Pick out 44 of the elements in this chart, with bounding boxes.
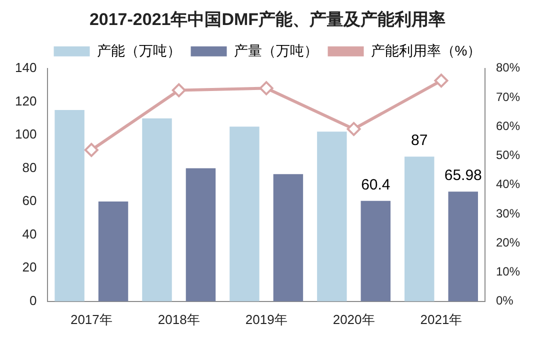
- bar: [230, 126, 260, 302]
- legend-label: 产量（万吨）: [234, 42, 318, 58]
- bar: [404, 156, 434, 302]
- legend-label: 产能（万吨）: [96, 42, 181, 58]
- y2-tick-label: 40%: [496, 177, 520, 192]
- bar: [186, 168, 216, 302]
- y2-tick-label: 60%: [496, 118, 520, 133]
- data-label: 65.98: [444, 167, 482, 184]
- bar: [273, 174, 304, 302]
- x-tick-label: 2021年: [420, 312, 462, 327]
- y2-tick-label: 0%: [496, 294, 514, 308]
- bar: [98, 202, 128, 302]
- point: [172, 83, 186, 98]
- y-tick-label: 20: [22, 260, 37, 275]
- y-tick-label: 60: [22, 193, 37, 208]
- y2-tick-label: 70%: [496, 90, 520, 104]
- x-tick-label: 2019年: [245, 312, 288, 327]
- x-tick-label: 2017年: [70, 312, 112, 327]
- bar: [142, 118, 172, 302]
- y-tick-label: 40: [22, 226, 37, 242]
- point: [84, 142, 98, 157]
- point: [259, 81, 274, 96]
- y2-tick-label: 50%: [496, 148, 520, 162]
- y2-tick-label: 80%: [496, 60, 520, 75]
- y2-tick-label: 10%: [496, 264, 520, 279]
- y-tick-label: 140: [14, 60, 37, 75]
- legend-label: 产能利用率（%）: [370, 42, 482, 58]
- data-label: 60.4: [361, 176, 390, 194]
- bar: [448, 192, 478, 302]
- y2-tick-label: 20%: [496, 235, 520, 250]
- point: [346, 122, 361, 136]
- y-tick-label: 100: [14, 126, 37, 142]
- x-tick-label: 2018年: [158, 312, 200, 327]
- bar: [360, 200, 391, 302]
- y2-tick-label: 30%: [496, 206, 520, 220]
- bar: [54, 110, 84, 302]
- data-label: 87: [411, 132, 428, 150]
- chart-title: 2017-2021年中国DMF产能、产量及产能利用率: [89, 10, 446, 29]
- y-tick-label: 0: [29, 292, 37, 308]
- bar: [317, 132, 347, 302]
- y-tick-label: 120: [14, 93, 37, 108]
- point: [434, 74, 448, 88]
- y-tick-label: 80: [22, 160, 37, 175]
- x-tick-label: 2020年: [332, 312, 375, 327]
